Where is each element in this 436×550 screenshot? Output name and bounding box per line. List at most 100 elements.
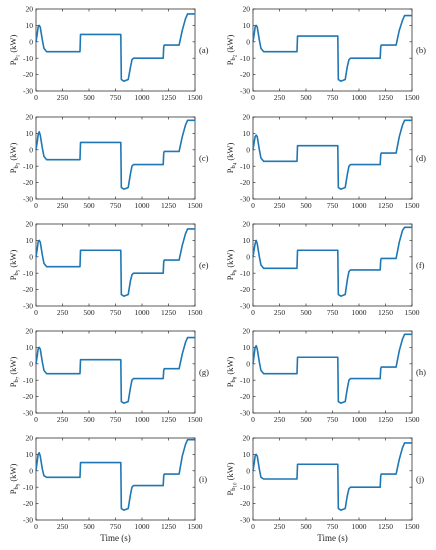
panel-label: (i) [199, 474, 207, 484]
y-tick-label: -20 [240, 285, 250, 294]
subplot-6: 0 250 500 750 1000 1250 1500 -30 -20 -10 0 10 20 (f) P… [225, 220, 425, 317]
x-tick-label: 250 [274, 415, 286, 424]
x-tick-label: 1500 [188, 308, 203, 317]
y-axis-label: Pb1 (kW) [8, 35, 22, 66]
x-tick-label: 500 [300, 308, 312, 317]
y-tick-label: 20 [26, 434, 34, 443]
y-tick-label: -10 [240, 483, 250, 492]
x-tick-label: 500 [300, 201, 312, 210]
y-axis-label: Pb3 (kW) [8, 143, 22, 174]
series-line-1 [35, 119, 195, 190]
x-tick-label: 1000 [135, 522, 150, 531]
x-tick-label: 500 [83, 308, 95, 317]
x-axis-label: Time (s) [100, 533, 130, 543]
panel-label: (g) [199, 367, 209, 377]
x-tick-label: 1500 [405, 201, 420, 210]
x-tick-label: 0 [34, 93, 38, 102]
y-tick-label: -20 [240, 499, 250, 508]
subplot-5: 0 250 500 750 1000 1250 1500 -30 -20 -10 0 10 20 (e) P… [8, 220, 209, 317]
y-tick-label: -30 [23, 516, 33, 525]
y-tick-label: 10 [26, 129, 34, 138]
x-tick-label: 0 [34, 415, 38, 424]
y-tick-label: 0 [246, 37, 250, 46]
plot-frame [252, 8, 413, 92]
plot-frame [252, 330, 413, 414]
x-tick-label: 0 [251, 201, 255, 210]
y-tick-label: -10 [23, 162, 33, 171]
x-tick-label: 500 [300, 415, 312, 424]
series-line-1 [35, 228, 195, 297]
subplot-2: 0 250 500 750 1000 1250 1500 -30 -20 -10 0 10 20 (b) P… [225, 5, 426, 102]
x-tick-label: 250 [274, 308, 286, 317]
x-tick-label: 250 [57, 308, 69, 317]
x-tick-label: 500 [300, 93, 312, 102]
y-tick-label: -20 [240, 178, 250, 187]
x-tick-label: 1500 [405, 522, 420, 531]
y-tick-label: -10 [240, 269, 250, 278]
y-tick-label: 10 [26, 236, 34, 245]
y-tick-label: 10 [243, 21, 251, 30]
x-tick-label: 500 [300, 522, 312, 531]
x-tick-label: 750 [110, 415, 122, 424]
plot-frame [35, 330, 196, 414]
y-tick-label: -30 [240, 516, 250, 525]
y-tick-label: -10 [240, 376, 250, 385]
y-tick-label: 20 [26, 113, 34, 122]
y-tick-label: -30 [240, 87, 250, 96]
y-tick-label: 0 [29, 359, 33, 368]
y-tick-label: -20 [23, 285, 33, 294]
y-axis-label: Pb2 (kW) [225, 35, 239, 66]
y-tick-label: 20 [243, 113, 251, 122]
x-tick-label: 1000 [352, 308, 367, 317]
x-tick-label: 250 [274, 201, 286, 210]
y-tick-label: 10 [26, 450, 34, 459]
y-tick-label: -30 [240, 302, 250, 311]
x-tick-label: 1500 [405, 415, 420, 424]
panel-label: (h) [416, 367, 426, 377]
y-tick-label: -20 [23, 499, 33, 508]
x-tick-label: 1500 [405, 93, 420, 102]
x-tick-label: 250 [57, 201, 69, 210]
series-line-1 [252, 226, 412, 297]
x-tick-label: 750 [327, 201, 339, 210]
plot-frame [35, 8, 196, 92]
y-tick-label: 10 [26, 343, 34, 352]
x-tick-label: 1250 [378, 201, 393, 210]
subplot-4: 0 250 500 750 1000 1250 1500 -30 -20 -10 0 10 20 (d) P… [225, 113, 426, 210]
x-tick-label: 1250 [378, 415, 393, 424]
y-tick-label: -30 [240, 409, 250, 418]
x-tick-label: 0 [34, 522, 38, 531]
y-tick-label: 0 [246, 145, 250, 154]
y-tick-label: 0 [29, 252, 33, 261]
subplot-9: 0 250 500 750 1000 1250 1500 -30 -20 -10 0 10 20 (i) P… [8, 434, 207, 543]
panel-label: (f) [416, 260, 425, 270]
x-tick-label: 0 [251, 415, 255, 424]
panel-label: (b) [416, 45, 426, 55]
x-tick-label: 1000 [352, 201, 367, 210]
y-tick-label: -30 [240, 195, 250, 204]
y-tick-label: -10 [240, 54, 250, 63]
x-tick-label: 1000 [352, 415, 367, 424]
x-tick-label: 1250 [378, 93, 393, 102]
x-tick-label: 1500 [405, 308, 420, 317]
series-line-1 [252, 119, 412, 190]
x-tick-label: 1250 [378, 308, 393, 317]
y-tick-label: 10 [243, 343, 251, 352]
x-tick-label: 1500 [188, 93, 203, 102]
y-tick-label: 0 [29, 145, 33, 154]
panel-label: (c) [199, 153, 209, 163]
subplot-10: 0 250 500 750 1000 1250 1500 -30 -20 -10 0 10 20 (j) P… [225, 434, 424, 543]
x-tick-label: 1000 [135, 415, 150, 424]
y-tick-label: -10 [23, 376, 33, 385]
panel-label: (j) [416, 474, 424, 484]
x-tick-label: 0 [251, 308, 255, 317]
x-tick-label: 1000 [135, 93, 150, 102]
y-tick-label: 20 [243, 327, 251, 336]
series-line-1 [252, 333, 412, 404]
series-line-1 [35, 336, 195, 404]
x-tick-label: 250 [57, 415, 69, 424]
y-tick-label: -20 [23, 178, 33, 187]
x-tick-label: 1250 [161, 308, 176, 317]
y-tick-label: 10 [243, 236, 251, 245]
